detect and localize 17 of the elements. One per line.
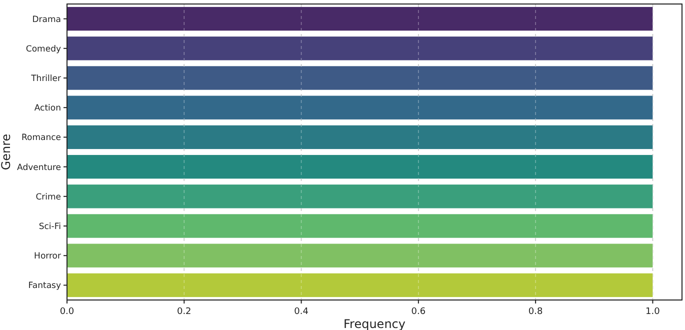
y-tick-label: Adventure: [17, 162, 61, 173]
x-tick-label: 0.6: [411, 307, 426, 317]
y-tick-label: Crime: [36, 192, 61, 202]
y-tick-label: Horror: [34, 252, 62, 262]
y-tick-label: Sci-Fi: [38, 222, 61, 232]
y-axis-title: Genre: [0, 134, 13, 170]
y-tick-label: Romance: [21, 133, 61, 144]
x-tick-label: 1.0: [646, 307, 660, 317]
y-tick-label: Comedy: [26, 44, 61, 54]
y-tick-label: Drama: [32, 14, 61, 25]
x-tick-label: 0.4: [294, 307, 309, 317]
x-tick-label: 0.8: [528, 307, 543, 317]
y-tick-label: Thriller: [30, 74, 62, 84]
y-tick-label: Action: [34, 104, 61, 114]
x-tick-label: 0.0: [60, 307, 74, 317]
x-tick-label: 0.2: [176, 307, 192, 317]
y-tick-label: Fantasy: [28, 281, 61, 292]
